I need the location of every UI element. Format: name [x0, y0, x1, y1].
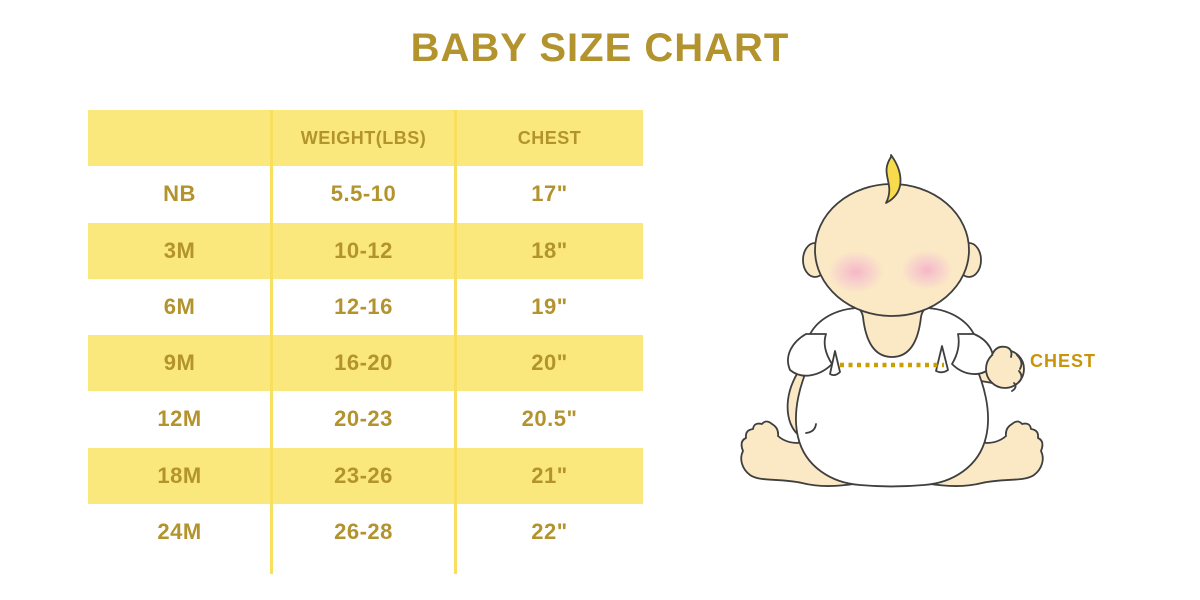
- chest-cell: 20.5": [521, 406, 578, 432]
- chest-cell: 20": [531, 350, 568, 376]
- size-table: WEIGHT(LBS) CHEST NB 5.5-10 17" 3M 10-12…: [88, 110, 643, 574]
- baby-cheek-left: [828, 251, 884, 293]
- weight-cell: 23-26: [334, 462, 393, 488]
- column-divider: [454, 110, 457, 574]
- baby-finger-line: [1016, 354, 1023, 370]
- table-row: 12M 20-23 20.5": [88, 391, 643, 447]
- header-weight: WEIGHT(LBS): [300, 127, 427, 148]
- baby-cheek-right: [901, 250, 953, 290]
- baby-finger-line: [1011, 382, 1017, 392]
- baby-armpit-right: [935, 345, 949, 374]
- baby-head: [814, 183, 970, 317]
- header-chest: CHEST: [517, 127, 582, 148]
- weight-cell: 10-12: [334, 237, 393, 263]
- size-cell: 9M: [163, 350, 196, 376]
- table-row: NB 5.5-10 17": [88, 166, 643, 222]
- size-cell: 12M: [157, 406, 202, 432]
- table-row: 18M 23-26 21": [88, 447, 643, 504]
- table-row: 24M 26-28 22": [88, 504, 643, 560]
- chest-cell: 18": [531, 237, 568, 263]
- size-cell: 3M: [163, 237, 196, 263]
- table-row: 3M 10-12 18": [88, 222, 643, 279]
- baby-illustration: [720, 140, 1120, 520]
- weight-cell: 16-20: [334, 350, 393, 376]
- size-cell: 24M: [157, 518, 202, 544]
- baby-finger-line: [1018, 370, 1023, 383]
- baby-armpit-left: [829, 350, 841, 377]
- size-cell: NB: [163, 181, 196, 207]
- weight-cell: 5.5-10: [330, 181, 397, 207]
- chest-cell: 19": [531, 293, 568, 319]
- baby-hand-line: [805, 423, 817, 434]
- baby-left-sleeve: [787, 333, 833, 377]
- table-row: 9M 16-20 20": [88, 335, 643, 392]
- size-cell: 18M: [157, 462, 202, 488]
- chest-cell: 21": [531, 462, 568, 488]
- baby-right-sleeve: [951, 333, 994, 375]
- table-row: 6M 12-16 19": [88, 279, 643, 335]
- weight-cell: 20-23: [334, 406, 393, 432]
- chest-cell: 22": [531, 518, 568, 544]
- chest-cell: 17": [531, 181, 568, 207]
- weight-cell: 12-16: [334, 293, 393, 319]
- column-divider: [270, 110, 273, 574]
- page-title: BABY SIZE CHART: [410, 26, 790, 70]
- baby-svg: [740, 154, 1044, 488]
- weight-cell: 26-28: [334, 518, 393, 544]
- baby-hair-curl: [885, 154, 902, 204]
- chest-measure-label: CHEST: [1030, 351, 1097, 371]
- baby-thumb: [991, 345, 1013, 358]
- size-cell: 6M: [163, 293, 196, 319]
- table-header-row: WEIGHT(LBS) CHEST: [88, 110, 643, 167]
